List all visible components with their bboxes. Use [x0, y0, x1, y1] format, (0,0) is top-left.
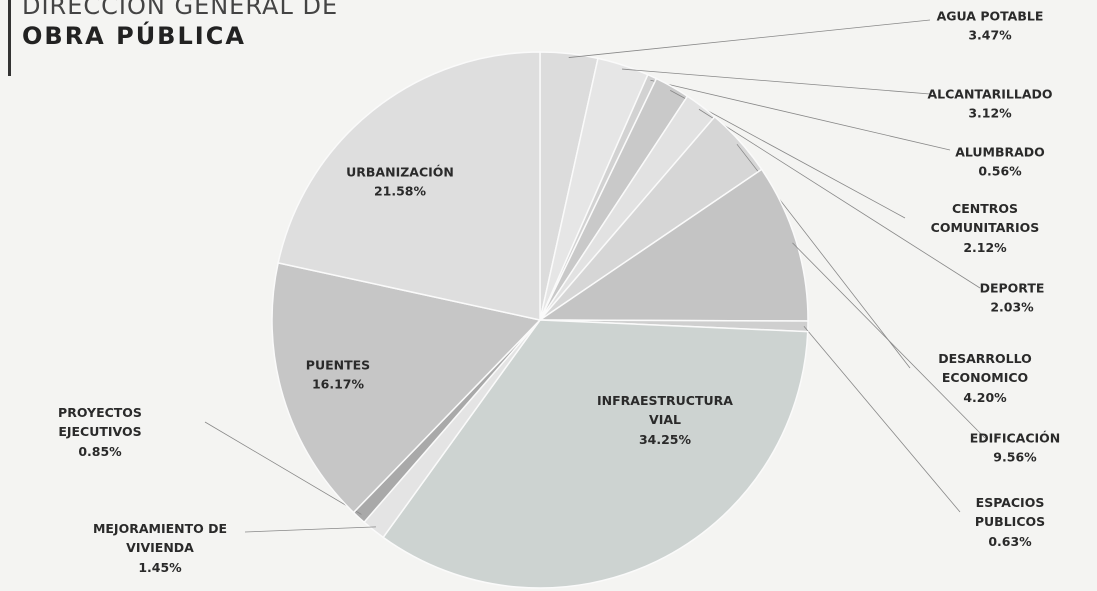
category-label: EDIFICACIÓN: [969, 430, 1061, 446]
slice-label: URBANIZACIÓN 21.58%: [346, 163, 454, 202]
slice-label: AGUA POTABLE 3.47%: [937, 7, 1044, 46]
value-label: 3.12%: [968, 106, 1012, 121]
leader-line: [650, 79, 951, 151]
slice-label: DESARROLLO ECONOMICO 4.20%: [929, 349, 1041, 407]
leader-line: [792, 242, 986, 439]
category-label: MEJORAMIENTO DE VIVIENDA: [92, 520, 228, 556]
slice-label: INFRAESTRUCTURA VIAL 34.25%: [590, 391, 740, 449]
leader-line: [244, 526, 376, 533]
category-label: AGUA POTABLE: [936, 8, 1044, 24]
pie-slice: [537, 168, 809, 322]
slice-label: PROYECTOS EJECUTIVOS 0.85%: [25, 403, 175, 461]
value-label: 0.56%: [978, 164, 1022, 179]
value-label: 9.56%: [993, 450, 1037, 465]
leader-line: [698, 108, 981, 289]
category-label: ALCANTARILLADO: [927, 86, 1053, 102]
slice-label: MEJORAMIENTO DE VIVIENDA 1.45%: [85, 519, 235, 577]
category-label: PROYECTOS EJECUTIVOS: [58, 404, 142, 440]
category-label: DEPORTE: [979, 280, 1045, 296]
pie-slice: [277, 51, 541, 321]
leader-line: [568, 19, 931, 58]
category-label: ALUMBRADO: [955, 144, 1045, 160]
slice-label: ESPACIOS PUBLICOS 0.63%: [967, 493, 1054, 551]
chart-title: DIRECCIÓN GENERAL DE: [22, 0, 339, 20]
leader-line: [622, 68, 931, 95]
value-label: 3.47%: [968, 28, 1012, 43]
slice-label: ALUMBRADO 0.56%: [955, 143, 1045, 182]
slice-label: CENTROS COMUNITARIOS 2.12%: [929, 199, 1041, 257]
leader-line: [803, 326, 961, 513]
value-label: 16.17%: [311, 377, 365, 392]
category-label: PUENTES: [305, 357, 371, 373]
category-label: CENTROS COMUNITARIOS: [930, 200, 1040, 236]
value-label: 0.85%: [78, 443, 122, 459]
value-label: 1.45%: [138, 559, 182, 575]
title-bar: [8, 0, 11, 76]
value-label: 0.63%: [988, 533, 1032, 549]
chart-subtitle: OBRA PÚBLICA: [22, 22, 246, 50]
pie-slice: [382, 319, 809, 589]
category-label: INFRAESTRUCTURA VIAL: [597, 392, 733, 428]
category-label: ESPACIOS PUBLICOS: [974, 494, 1046, 530]
slice-label: EDIFICACIÓN 9.56%: [970, 429, 1061, 468]
category-label: URBANIZACIÓN: [346, 164, 454, 180]
leader-line: [204, 421, 362, 515]
value-label: 4.20%: [963, 389, 1007, 405]
slice-label: DEPORTE 2.03%: [980, 279, 1045, 318]
value-label: 2.03%: [990, 300, 1034, 315]
value-label: 2.12%: [963, 239, 1007, 255]
pie-slice: [271, 261, 542, 514]
category-label: DESARROLLO ECONOMICO: [938, 350, 1032, 386]
slice-label: PUENTES 16.17%: [306, 356, 370, 395]
value-label: 34.25%: [638, 431, 692, 447]
slice-label: ALCANTARILLADO 3.12%: [927, 85, 1052, 124]
value-label: 21.58%: [373, 184, 427, 199]
